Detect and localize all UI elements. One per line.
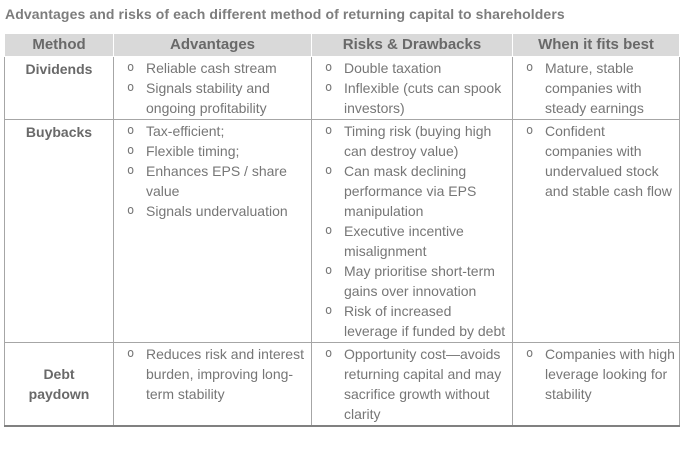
bullet-item: o May prioritise short-term gains over in… xyxy=(312,261,508,301)
bullet-text: Companies with high leverage looking for… xyxy=(545,346,675,402)
bullet-item: o Can mask declining performance via EPS … xyxy=(312,161,508,221)
bullet-icon: o xyxy=(127,123,135,137)
bullet-item: o Flexible timing; xyxy=(114,141,307,161)
method-cell: Buybacks xyxy=(4,119,114,343)
bullet-item: o Opportunity cost—avoids returning capit… xyxy=(312,344,508,424)
bullet-icon: o xyxy=(325,223,333,237)
bullet-list: o Timing risk (buying high can destroy va… xyxy=(312,121,508,341)
advantages-cell: o Reduces risk and interest burden, impro… xyxy=(113,342,312,427)
bullet-item: o Executive incentive misalignment xyxy=(312,221,508,261)
bullet-item: o Signals undervaluation xyxy=(114,201,307,221)
bullet-icon: o xyxy=(526,123,534,137)
bullet-list: o Companies with high leverage looking fo… xyxy=(513,344,675,404)
advantages-cell: o Tax-efficient; o Flexible timing; o Enhance… xyxy=(113,119,312,343)
bullet-icon: o xyxy=(127,163,135,177)
bullet-text: Timing risk (buying high can destroy val… xyxy=(344,123,492,159)
bullet-text: Can mask declining performance via EPS m… xyxy=(344,163,477,219)
bullet-text: Tax-efficient; xyxy=(146,123,225,139)
advantages-cell: o Reliable cash stream o Signals stability … xyxy=(113,56,312,120)
bullet-text: Double taxation xyxy=(344,60,442,76)
table-body: Dividends o Reliable cash stream o Signals s… xyxy=(4,56,680,427)
bullet-text: Mature, stable companies with steady ear… xyxy=(545,60,644,116)
table-row: Buybacks o Tax-efficient; o Flexible timing;… xyxy=(4,119,680,343)
bullet-list: o Reliable cash stream o Signals stability … xyxy=(114,58,307,118)
bullet-list: o Reduces risk and interest burden, impro… xyxy=(114,344,307,404)
bullet-icon: o xyxy=(325,80,333,94)
bullet-text: Signals undervaluation xyxy=(146,203,288,219)
bullet-item: o Confident companies with undervalued st… xyxy=(513,121,675,201)
bullet-list: o Tax-efficient; o Flexible timing; o Enhance… xyxy=(114,121,307,221)
method-cell: Dividends xyxy=(4,56,114,120)
bullet-icon: o xyxy=(526,60,534,74)
bullet-icon: o xyxy=(325,303,333,317)
bullet-item: o Timing risk (buying high can destroy va… xyxy=(312,121,508,161)
bullet-list: o Double taxation o Inflexible (cuts can sp… xyxy=(312,58,508,118)
column-header: Risks & Drawbacks xyxy=(311,33,513,57)
bullet-item: o Companies with high leverage looking fo… xyxy=(513,344,675,404)
method-cell: Debt paydown xyxy=(4,342,114,427)
bullet-icon: o xyxy=(325,263,333,277)
fits-best-cell: o Mature, stable companies with steady ea… xyxy=(512,56,680,120)
column-header: Method xyxy=(4,33,114,57)
bullet-text: Reduces risk and interest burden, improv… xyxy=(146,346,304,402)
column-header: Advantages xyxy=(113,33,312,57)
bullet-text: Risk of increased leverage if funded by … xyxy=(344,303,506,339)
bullet-item: o Reduces risk and interest burden, impro… xyxy=(114,344,307,404)
table-row: Dividends o Reliable cash stream o Signals s… xyxy=(4,56,680,120)
bullet-icon: o xyxy=(127,80,135,94)
fits-best-cell: o Confident companies with undervalued st… xyxy=(512,119,680,343)
bullet-item: o Mature, stable companies with steady ea… xyxy=(513,58,675,118)
bullet-icon: o xyxy=(127,143,135,157)
bullet-list: o Opportunity cost—avoids returning capit… xyxy=(312,344,508,424)
bullet-icon: o xyxy=(127,203,135,217)
bullet-icon: o xyxy=(127,60,135,74)
bullet-icon: o xyxy=(526,346,534,360)
bullet-text: Confident companies with undervalued sto… xyxy=(545,123,672,199)
risks-cell: o Opportunity cost—avoids returning capit… xyxy=(311,342,513,427)
bullet-text: Signals stability and ongoing profitabil… xyxy=(146,80,270,116)
table-caption: Advantages and risks of each different m… xyxy=(5,6,565,22)
table-row: Debt paydown o Reduces risk and interest b… xyxy=(4,342,680,427)
bullet-text: Flexible timing; xyxy=(146,143,240,159)
column-header: When it fits best xyxy=(512,33,680,57)
bullet-item: o Double taxation xyxy=(312,58,508,78)
bullet-list: o Mature, stable companies with steady ea… xyxy=(513,58,675,118)
header-row: Method Advantages Risks & Drawbacks When it… xyxy=(4,33,680,57)
bullet-icon: o xyxy=(127,346,135,360)
bullet-icon: o xyxy=(325,346,333,360)
bullet-item: o Reliable cash stream xyxy=(114,58,307,78)
risks-cell: o Timing risk (buying high can destroy va… xyxy=(311,119,513,343)
bullet-text: Enhances EPS / share value xyxy=(146,163,287,199)
bullet-icon: o xyxy=(325,163,333,177)
bullet-text: Reliable cash stream xyxy=(146,60,277,76)
bullet-text: May prioritise short-term gains over inn… xyxy=(344,263,495,299)
bullet-text: Opportunity cost—avoids returning capita… xyxy=(344,346,502,422)
bullet-item: o Tax-efficient; xyxy=(114,121,307,141)
bullet-item: o Signals stability and ongoing profitabi… xyxy=(114,78,307,118)
capital-return-methods-table: Method Advantages Risks & Drawbacks When it… xyxy=(4,33,680,427)
bullet-item: o Enhances EPS / share value xyxy=(114,161,307,201)
bullet-item: o Risk of increased leverage if funded by… xyxy=(312,301,508,341)
bullet-icon: o xyxy=(325,123,333,137)
risks-cell: o Double taxation o Inflexible (cuts can sp… xyxy=(311,56,513,120)
bullet-text: Inflexible (cuts can spook investors) xyxy=(344,80,502,116)
fits-best-cell: o Companies with high leverage looking fo… xyxy=(512,342,680,427)
bullet-text: Executive incentive misalignment xyxy=(344,223,464,259)
bullet-list: o Confident companies with undervalued st… xyxy=(513,121,675,201)
bullet-item: o Inflexible (cuts can spook investors) xyxy=(312,78,508,118)
bullet-icon: o xyxy=(325,60,333,74)
